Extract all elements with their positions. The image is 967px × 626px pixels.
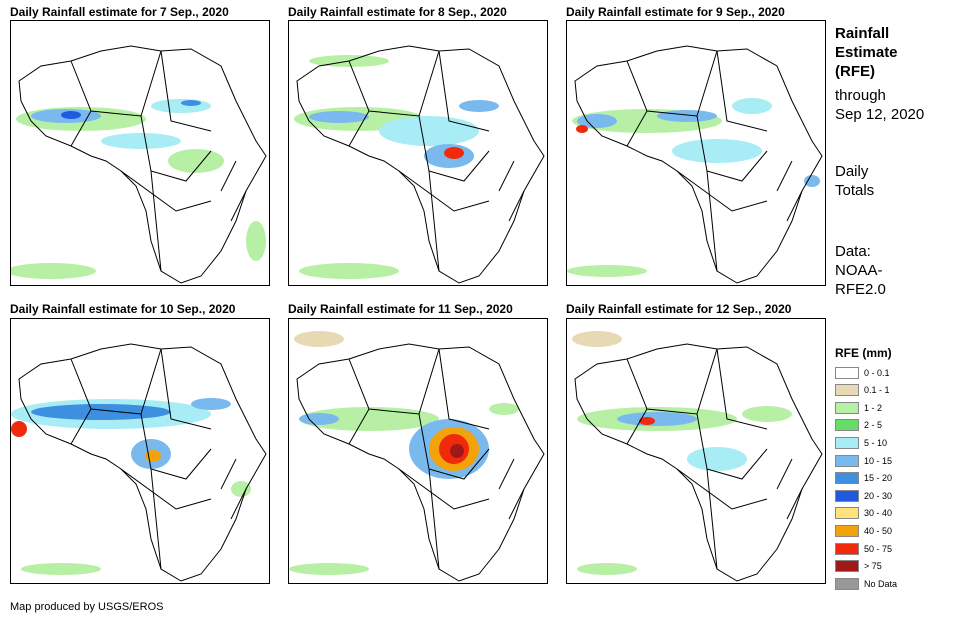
legend-swatch [835,542,859,555]
legend-label: 40 - 50 [864,525,893,536]
legend-item: 1 - 2 [835,401,882,414]
legend-item: 0.1 - 1 [835,384,890,397]
legend-label: 10 - 15 [864,455,893,466]
product-title-line-2: Estimate [835,44,898,61]
panel-title-12-sep: Daily Rainfall estimate for 12 Sep., 202… [566,302,792,316]
rainfall-map-11-sep [288,318,548,584]
legend-label: > 75 [864,561,882,572]
legend-swatch [835,524,859,537]
totals-type: Daily Totals [835,162,874,200]
legend-label: 0.1 - 1 [864,385,890,396]
africa-outline [574,45,823,284]
totals-type-line-1: Daily [835,163,869,180]
legend-title: RFE (mm) [835,346,892,360]
legend-swatch [835,560,859,573]
rain-overlay [11,398,251,575]
rainfall-map-12-sep [566,318,826,584]
legend-label: 15 - 20 [864,473,893,484]
product-title-line-3: (RFE) [835,63,875,80]
legend-swatch [835,577,859,590]
legend-item: 50 - 75 [835,542,892,555]
legend-item: 15 - 20 [835,472,892,485]
legend-label: 0 - 0.1 [864,367,890,378]
legend-item: 10 - 15 [835,454,892,467]
legend-item: > 75 [835,560,882,573]
rain-overlay [294,55,499,279]
totals-type-line-2: Totals [835,182,875,199]
legend-swatch [835,454,859,467]
date-range-line-2: Sep 12, 2020 [835,106,925,123]
panel-title-10-sep: Daily Rainfall estimate for 10 Sep., 202… [10,302,236,316]
legend-swatch [835,507,859,520]
legend-item: 30 - 40 [835,507,892,520]
legend-label: No Data [864,578,898,589]
rain-overlay [567,98,820,277]
data-source-line-3: RFE2.0 [835,281,886,298]
africa-outline [296,45,545,284]
legend-label: 20 - 30 [864,490,893,501]
legend-label: 1 - 2 [864,402,883,413]
legend-swatch [835,489,859,502]
legend-item: 0 - 0.1 [835,366,890,379]
rainfall-map-7-sep [10,20,270,286]
legend-label: 2 - 5 [864,420,883,431]
data-source-line-2: NOAA- [835,262,883,279]
legend-swatch [835,401,859,414]
legend-item: 20 - 30 [835,489,892,502]
legend-label: 30 - 40 [864,508,893,519]
rain-overlay [11,99,266,279]
panel-title-11-sep: Daily Rainfall estimate for 11 Sep., 202… [288,302,513,316]
product-title-line-1: Rainfall [835,25,890,42]
rainfall-map-9-sep [566,20,826,286]
africa-outline [18,343,267,582]
credit-text: Map produced by USGS/EROS [10,601,164,613]
panel-title-9-sep: Daily Rainfall estimate for 9 Sep., 2020 [566,5,785,19]
date-range: through Sep 12, 2020 [835,86,924,124]
legend-swatch [835,472,859,485]
panel-title-7-sep: Daily Rainfall estimate for 7 Sep., 2020 [10,5,229,19]
panel-title-8-sep: Daily Rainfall estimate for 8 Sep., 2020 [288,5,507,19]
legend-item: 2 - 5 [835,419,882,432]
rain-overlay [289,331,519,575]
legend-item: 5 - 10 [835,436,887,449]
legend-swatch [835,384,859,397]
africa-outline [574,343,823,582]
product-title: Rainfall Estimate (RFE) [835,24,898,81]
legend-item: No Data [835,577,897,590]
data-source: Data: NOAA- RFE2.0 [835,242,886,299]
rainfall-map-8-sep [288,20,548,286]
data-source-line-1: Data: [835,243,871,260]
rainfall-map-10-sep [10,318,270,584]
legend-item: 40 - 50 [835,524,892,537]
africa-outline [296,343,545,582]
legend-label: 5 - 10 [864,437,888,448]
legend-label: 50 - 75 [864,543,893,554]
date-range-line-1: through [835,87,886,104]
legend-swatch [835,436,859,449]
rain-overlay [572,331,792,575]
africa-outline [18,45,267,284]
legend-swatch [835,419,859,432]
legend-swatch [835,366,859,379]
